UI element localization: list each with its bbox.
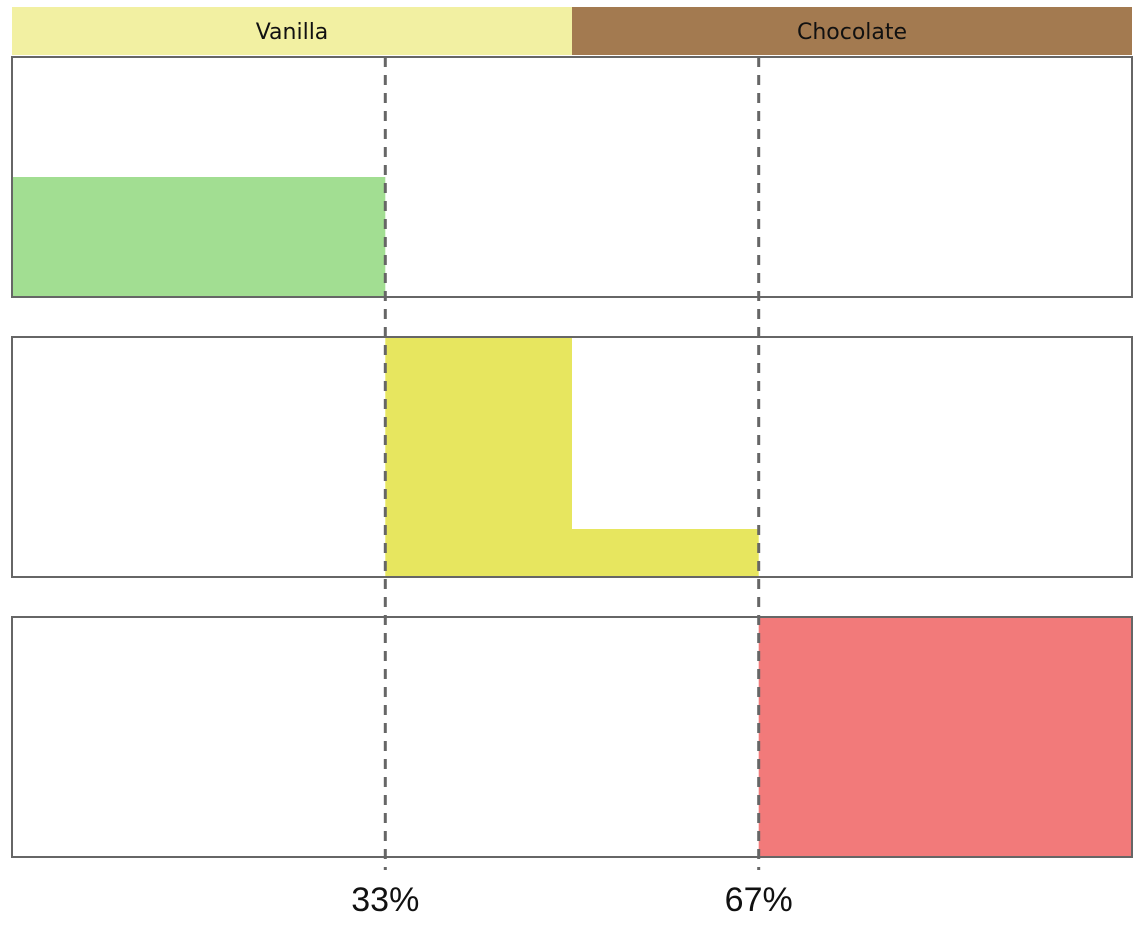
panel-border <box>11 56 1133 298</box>
category-label-vanilla: Vanilla <box>256 20 329 45</box>
panel-3 <box>11 616 1133 858</box>
threshold-lines <box>383 57 761 870</box>
panel-1 <box>11 56 1133 298</box>
category-header: Vanilla Chocolate <box>12 7 1132 55</box>
area-segment <box>385 337 572 577</box>
threshold-tick-label: 33% <box>351 881 419 919</box>
panels <box>11 56 1133 858</box>
threshold-tick-labels: 33% 67% <box>351 881 792 919</box>
panel-border <box>11 336 1133 578</box>
category-label-chocolate: Chocolate <box>797 20 907 45</box>
threshold-tick-label: 67% <box>725 881 793 919</box>
category-band-vanilla <box>12 7 572 55</box>
panel-2 <box>11 336 1133 578</box>
area-segment <box>572 529 759 577</box>
area-segment <box>12 177 386 297</box>
panel-border <box>11 616 1133 858</box>
area-segment <box>758 617 1132 857</box>
category-band-chocolate <box>572 7 1132 55</box>
